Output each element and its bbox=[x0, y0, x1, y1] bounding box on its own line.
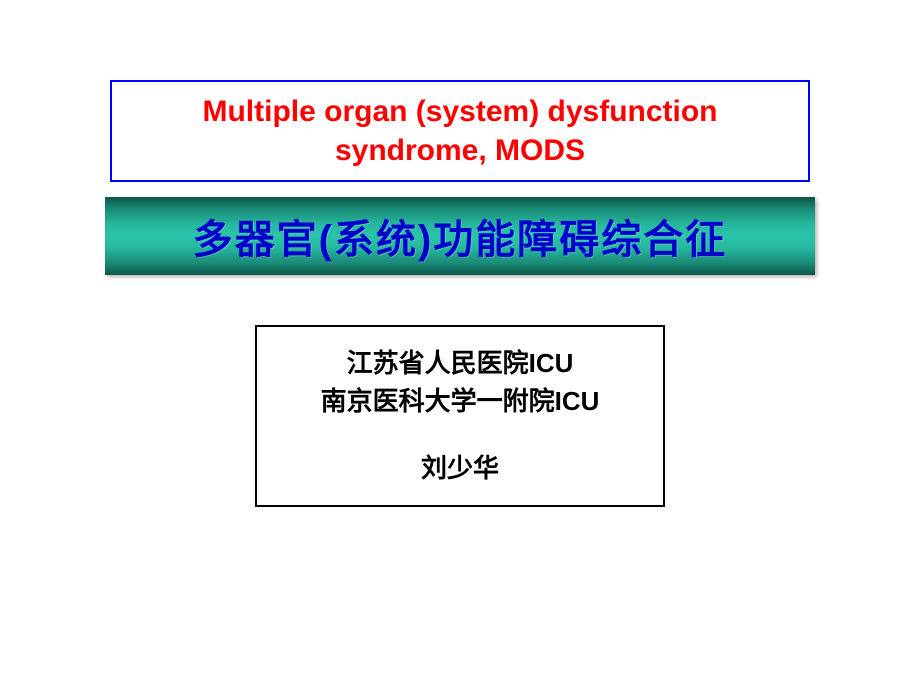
title-banner: 多器官(系统)功能障碍综合征 bbox=[105, 197, 815, 275]
author-name: 刘少华 bbox=[279, 448, 641, 485]
title-line1: Multiple organ (system) dysfunction bbox=[202, 95, 717, 128]
title-line2: syndrome, MODS bbox=[335, 134, 585, 167]
affiliation-line1: 江苏省人民医院ICU bbox=[279, 345, 641, 383]
title-box: Multiple organ (system) dysfunction synd… bbox=[110, 80, 810, 182]
banner-inner: 多器官(系统)功能障碍综合征 bbox=[110, 202, 810, 270]
affiliation-box: 江苏省人民医院ICU 南京医科大学一附院ICU 刘少华 bbox=[255, 325, 665, 507]
affiliation-line2: 南京医科大学一附院ICU bbox=[279, 383, 641, 421]
title-english: Multiple organ (system) dysfunction synd… bbox=[132, 92, 788, 170]
title-chinese: 多器官(系统)功能障碍综合征 bbox=[193, 207, 728, 265]
